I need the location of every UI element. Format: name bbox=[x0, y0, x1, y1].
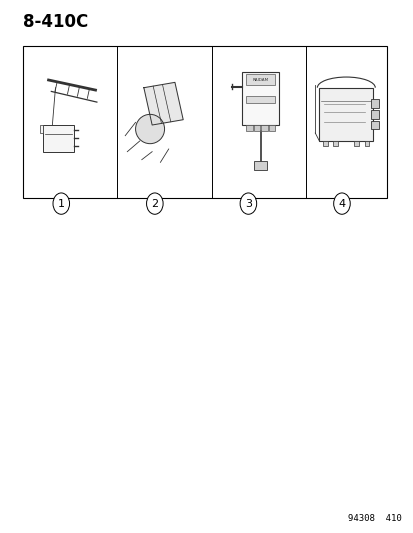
Bar bbox=[319, 88, 373, 141]
Text: 4: 4 bbox=[337, 199, 345, 208]
Polygon shape bbox=[144, 83, 183, 125]
Text: 2: 2 bbox=[151, 199, 158, 208]
Bar bbox=[246, 125, 252, 132]
Text: 8-410C: 8-410C bbox=[23, 13, 88, 31]
Bar bbox=[253, 125, 260, 132]
Text: 94308  410: 94308 410 bbox=[347, 514, 401, 523]
Bar bbox=[43, 125, 74, 152]
Bar bbox=[246, 96, 275, 103]
Bar bbox=[370, 100, 379, 108]
Circle shape bbox=[240, 193, 256, 214]
Circle shape bbox=[53, 193, 69, 214]
Bar bbox=[363, 141, 368, 147]
Bar bbox=[323, 141, 328, 147]
Bar bbox=[333, 141, 338, 147]
Ellipse shape bbox=[135, 115, 164, 144]
Circle shape bbox=[333, 193, 349, 214]
Bar bbox=[268, 125, 275, 132]
Bar bbox=[23, 46, 386, 198]
Circle shape bbox=[146, 193, 163, 214]
Bar bbox=[261, 125, 267, 132]
Bar bbox=[370, 121, 379, 130]
Bar bbox=[40, 125, 43, 133]
Text: 1: 1 bbox=[58, 199, 64, 208]
Bar bbox=[353, 141, 358, 147]
Bar bbox=[246, 75, 275, 85]
Bar bbox=[254, 161, 267, 171]
Bar bbox=[242, 72, 279, 125]
Text: RAIDAM: RAIDAM bbox=[252, 78, 268, 82]
Bar bbox=[370, 110, 379, 119]
Text: 3: 3 bbox=[244, 199, 251, 208]
